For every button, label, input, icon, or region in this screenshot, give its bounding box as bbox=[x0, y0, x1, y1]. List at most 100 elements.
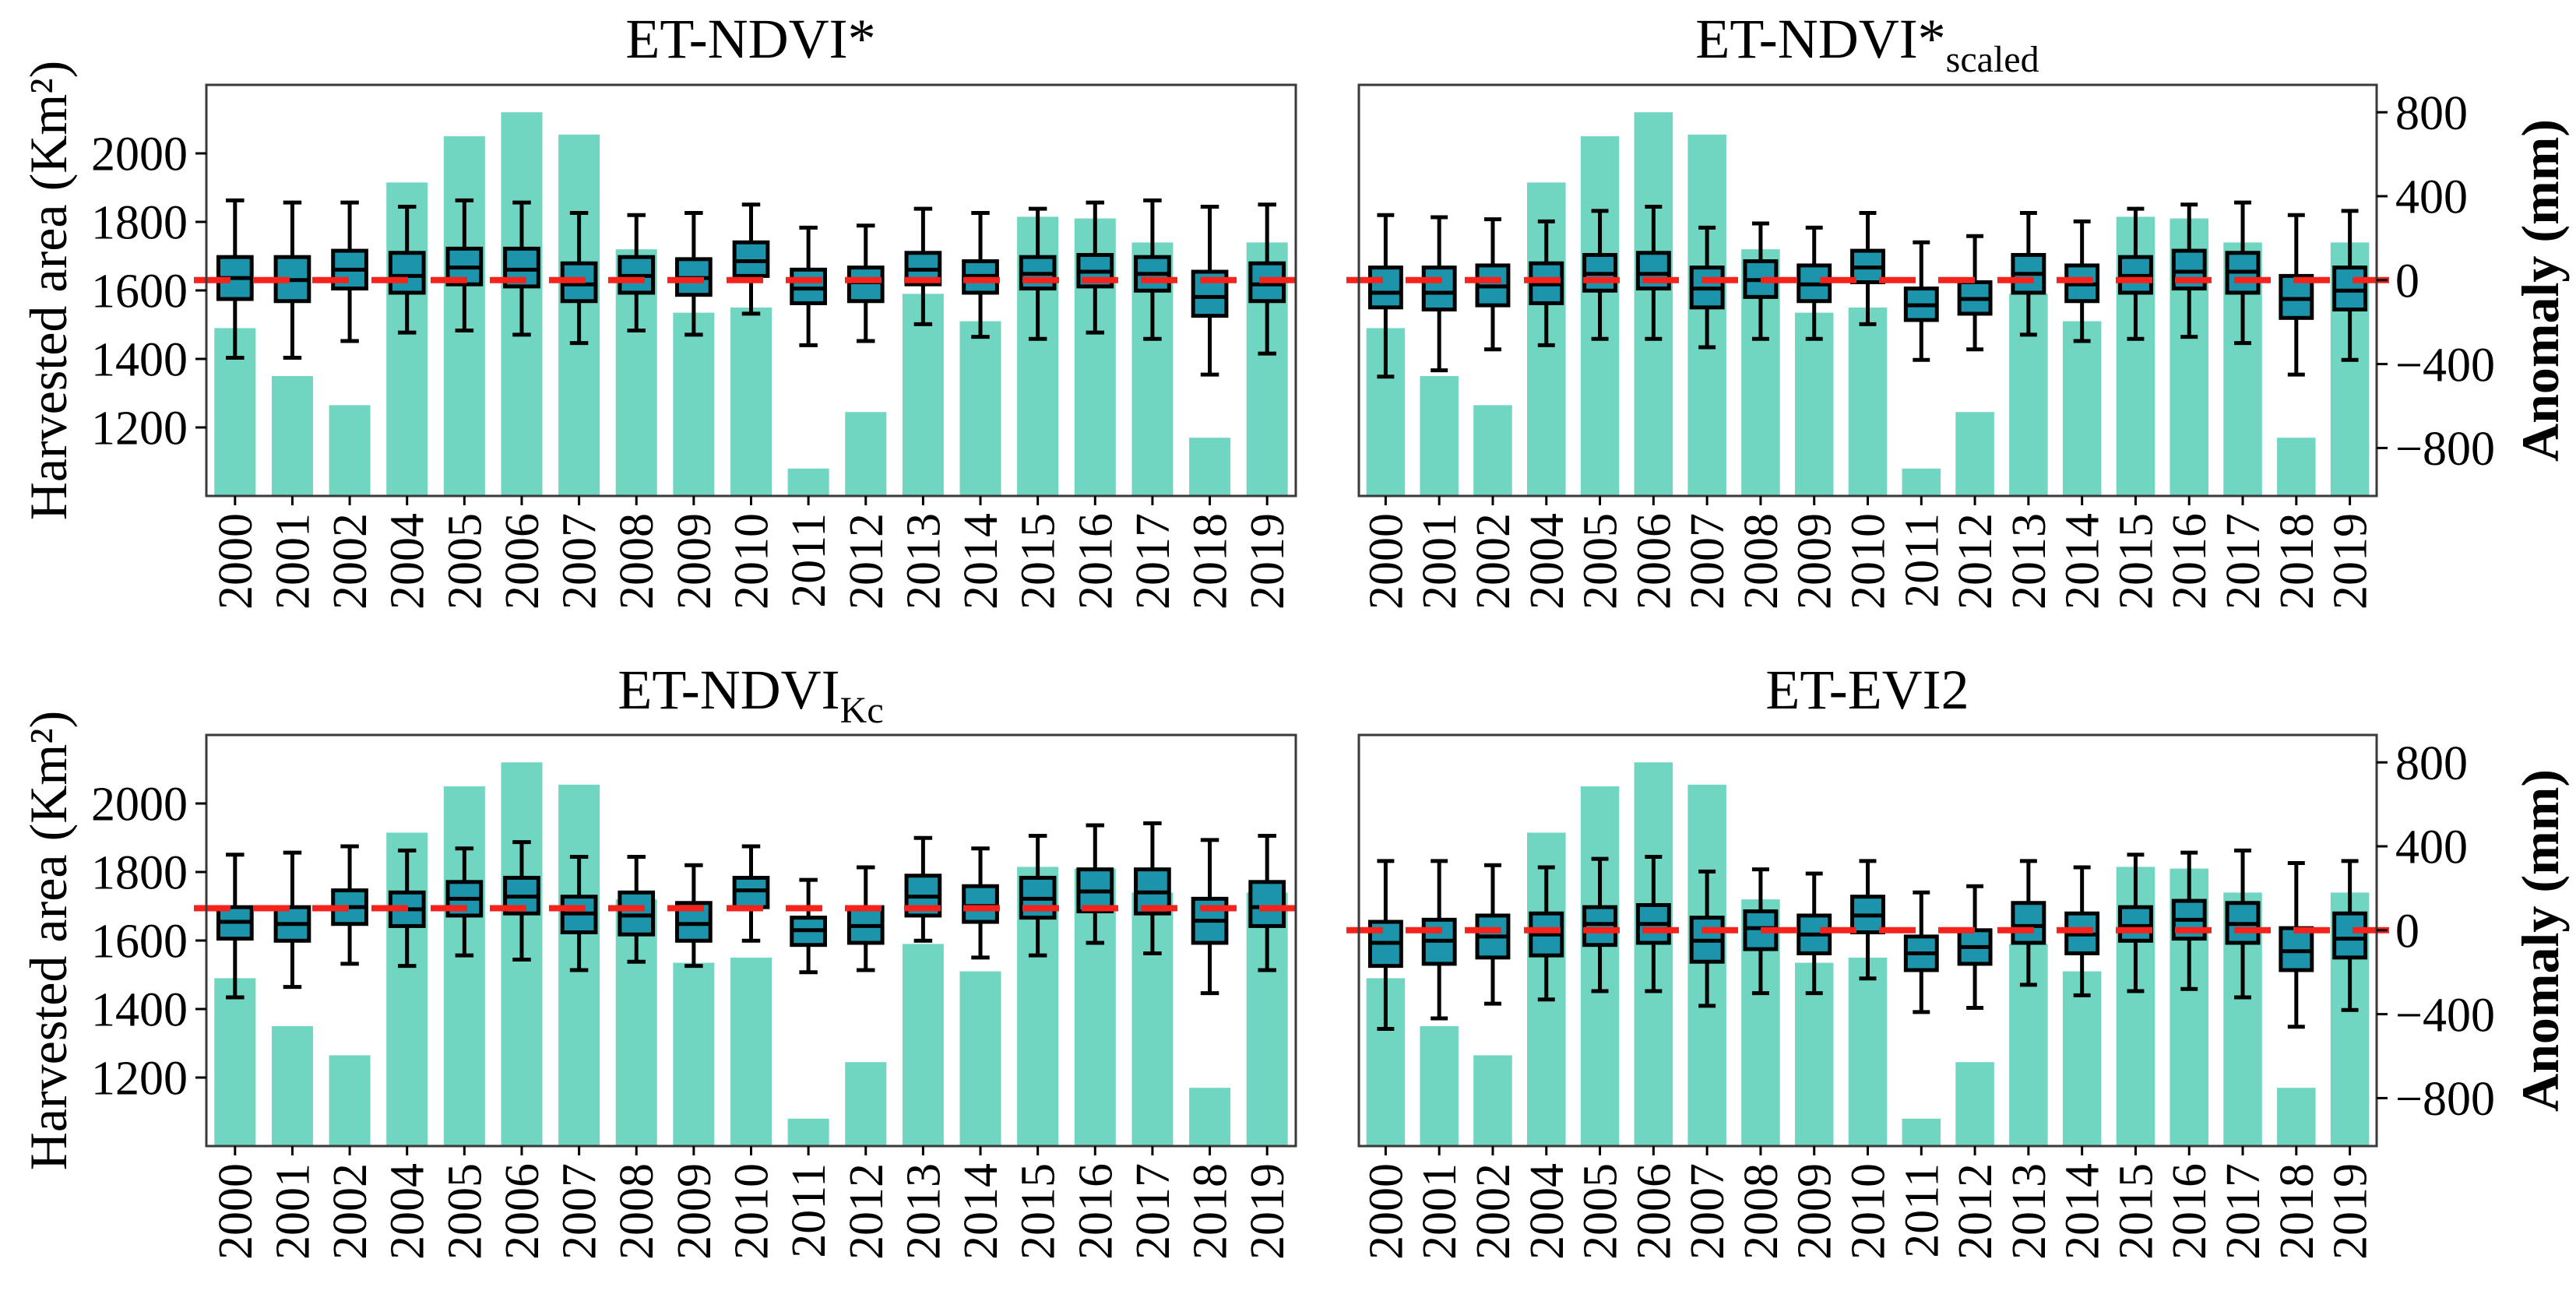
x-tick-label-2004: 2004 bbox=[382, 513, 435, 610]
x-tick-label-2012: 2012 bbox=[1949, 1163, 2002, 1260]
x-tick-label-2010: 2010 bbox=[726, 513, 779, 610]
box-iqr bbox=[2279, 926, 2314, 972]
boxplot-2014 bbox=[962, 846, 999, 960]
bar-2005 bbox=[443, 786, 485, 1146]
right-tick-label: 0 bbox=[2395, 255, 2419, 308]
x-tick-label-2019: 2019 bbox=[2324, 513, 2377, 610]
right-tick-label: −800 bbox=[2395, 1073, 2495, 1126]
x-tick-label-2015: 2015 bbox=[2110, 513, 2163, 610]
bar-2014 bbox=[2062, 321, 2102, 496]
x-tick-label-2007: 2007 bbox=[1681, 1163, 1734, 1260]
boxplot-2018 bbox=[2279, 861, 2314, 1029]
x-tick-label-2013: 2013 bbox=[2003, 1163, 2056, 1260]
panel-title-subscript: scaled bbox=[1945, 39, 2039, 80]
x-tick-label-2008: 2008 bbox=[611, 513, 663, 610]
bar-2000 bbox=[214, 978, 256, 1146]
bar-2018 bbox=[2277, 438, 2316, 496]
x-tick-label-2011: 2011 bbox=[1895, 513, 1948, 608]
boxplot-2001 bbox=[273, 850, 311, 990]
box-iqr bbox=[732, 240, 770, 278]
x-tick-label-2016: 2016 bbox=[1069, 513, 1122, 610]
bar-2009 bbox=[673, 962, 715, 1146]
x-tick-label-2011: 2011 bbox=[783, 513, 836, 608]
panel-title-text: ET-NDVI* bbox=[625, 8, 876, 70]
box-iqr bbox=[388, 251, 426, 295]
boxplot-2012 bbox=[1957, 234, 1993, 352]
x-tick-label-2018: 2018 bbox=[1184, 513, 1237, 610]
x-tick-label-2010: 2010 bbox=[1842, 1163, 1895, 1260]
right-tick-label: 0 bbox=[2395, 905, 2419, 958]
left-tick-label: 1400 bbox=[91, 984, 188, 1037]
boxplot-2016 bbox=[1076, 200, 1114, 335]
panel-title-text: ET-NDVI bbox=[618, 659, 840, 721]
bar-2001 bbox=[1420, 1026, 1459, 1146]
x-tick-label-2013: 2013 bbox=[897, 513, 950, 610]
bar-2011 bbox=[1902, 1118, 1941, 1146]
boxplot-2014 bbox=[962, 211, 999, 339]
left-tick-label: 1200 bbox=[91, 403, 188, 455]
bar-2002 bbox=[1473, 1055, 1512, 1146]
x-tick-label-2017: 2017 bbox=[1127, 513, 1180, 610]
x-tick-label-2009: 2009 bbox=[1789, 1163, 1842, 1260]
boxplot-2010 bbox=[1850, 211, 1885, 326]
x-tick-label-2016: 2016 bbox=[2163, 513, 2216, 610]
boxplot-2019 bbox=[2332, 209, 2368, 362]
x-tick-label-2005: 2005 bbox=[1575, 1163, 1628, 1260]
bar-2010 bbox=[730, 308, 772, 496]
bar-2011 bbox=[787, 1118, 829, 1146]
boxplot-2004 bbox=[388, 204, 426, 335]
boxplot-2018 bbox=[1191, 838, 1229, 996]
right-tick-label: 400 bbox=[2395, 821, 2468, 874]
boxplot-2001 bbox=[1421, 859, 1457, 1021]
box-iqr bbox=[618, 890, 656, 937]
panel-title-et-ndvi-star: ET-NDVI* bbox=[517, 2, 984, 76]
boxplot-2002 bbox=[331, 844, 368, 966]
x-tick-label-2006: 2006 bbox=[496, 1163, 549, 1260]
x-tick-label-2002: 2002 bbox=[1467, 513, 1520, 610]
boxplot-2008 bbox=[618, 213, 656, 332]
panel-title-subscript: Kc bbox=[839, 690, 884, 731]
boxplot-2015 bbox=[2117, 206, 2153, 341]
x-tick-label-2004: 2004 bbox=[1521, 513, 1574, 610]
bar-2014 bbox=[959, 321, 1001, 496]
x-tick-label-2004: 2004 bbox=[1521, 1163, 1574, 1260]
boxplot-2013 bbox=[2011, 859, 2046, 987]
x-tick-label-2006: 2006 bbox=[1628, 1163, 1680, 1260]
boxplot-2004 bbox=[1529, 219, 1564, 347]
x-tick-label-2019: 2019 bbox=[1241, 1163, 1294, 1260]
x-tick-label-2000: 2000 bbox=[209, 1163, 262, 1260]
boxplot-2014 bbox=[2064, 865, 2100, 997]
x-tick-label-2007: 2007 bbox=[1681, 513, 1734, 610]
boxplot-2012 bbox=[846, 223, 885, 343]
x-tick-label-2004: 2004 bbox=[382, 1163, 435, 1260]
x-tick-label-2002: 2002 bbox=[324, 1163, 377, 1260]
bar-2002 bbox=[329, 1055, 371, 1146]
box-iqr bbox=[1367, 265, 1403, 310]
right-axis-label-bottom: Anomaly (mm) bbox=[2511, 768, 2570, 1113]
bar-2010 bbox=[1848, 308, 1888, 496]
boxplot-2009 bbox=[675, 863, 713, 969]
box-iqr bbox=[962, 884, 999, 924]
x-tick-label-2001: 2001 bbox=[266, 513, 319, 610]
boxplot-2018 bbox=[2279, 213, 2314, 377]
x-tick-label-2001: 2001 bbox=[266, 1163, 319, 1260]
boxplot-2019 bbox=[2332, 859, 2368, 1012]
boxplot-2002 bbox=[331, 200, 368, 343]
panel-title-et-evi2: ET-EVI2 bbox=[1634, 652, 2101, 727]
right-tick-label: 800 bbox=[2395, 87, 2468, 140]
boxplot-2011 bbox=[790, 225, 827, 347]
boxplot-2011 bbox=[1903, 890, 1939, 1014]
x-tick-label-2000: 2000 bbox=[209, 513, 262, 610]
box-iqr bbox=[1248, 880, 1286, 928]
left-tick-label: 2000 bbox=[91, 128, 188, 181]
boxplot-2010 bbox=[1850, 859, 1885, 981]
left-tick-label: 1400 bbox=[91, 334, 188, 387]
bar-2011 bbox=[787, 468, 829, 496]
boxplot-2012 bbox=[1957, 884, 1993, 1011]
x-tick-label-2013: 2013 bbox=[897, 1163, 950, 1260]
left-tick-label: 1200 bbox=[91, 1053, 188, 1106]
bar-2001 bbox=[271, 1026, 313, 1146]
